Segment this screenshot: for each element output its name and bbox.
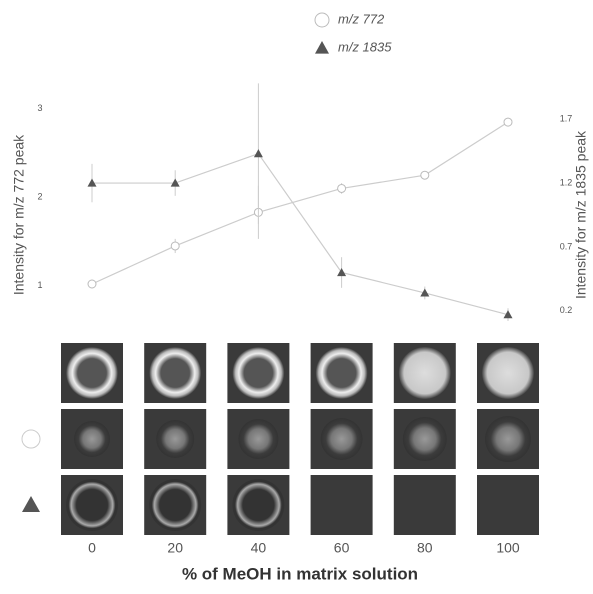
- image-grid: [61, 343, 539, 535]
- image-spot: [156, 420, 194, 458]
- y-tick-label: 3: [37, 103, 42, 113]
- x-tick-label: 20: [167, 540, 183, 556]
- data-point: [504, 118, 512, 126]
- image-spot: [149, 347, 201, 399]
- image-spot: [482, 347, 534, 399]
- x-tick-label: 0: [88, 540, 96, 556]
- image-tile: [311, 475, 373, 535]
- image-spot: [232, 347, 284, 399]
- row-marker: [22, 496, 40, 512]
- series-line: [92, 122, 508, 284]
- image-spot: [232, 479, 284, 531]
- data-point: [421, 171, 429, 179]
- y-tick-label: 1: [37, 280, 42, 290]
- image-spot: [149, 479, 201, 531]
- image-tile: [394, 475, 456, 535]
- series-line: [92, 154, 508, 315]
- image-spot: [403, 417, 447, 461]
- x-axis-title: % of MeOH in matrix solution: [182, 564, 418, 583]
- data-point: [254, 149, 263, 157]
- chart: % of MeOH in matrix solution Intensity f…: [0, 0, 593, 594]
- x-tick-label: 60: [334, 540, 350, 556]
- x-tick-label: 80: [417, 540, 433, 556]
- y2-tick-label: 0.2: [560, 305, 573, 315]
- y2-axis-title: Intensity for m/z 1835 peak: [573, 130, 589, 299]
- image-spot: [321, 418, 363, 460]
- y2-tick-label: 0.7: [560, 241, 573, 251]
- image-spot: [66, 347, 118, 399]
- row-marker: [22, 430, 40, 448]
- y2-tick-label: 1.2: [560, 177, 573, 187]
- image-spot: [238, 419, 278, 459]
- data-point: [338, 184, 346, 192]
- image-spot: [485, 416, 531, 462]
- data-point: [171, 242, 179, 250]
- data-point: [88, 280, 96, 288]
- legend-marker: [315, 13, 329, 27]
- legend-marker: [315, 41, 329, 54]
- image-tile: [477, 475, 539, 535]
- image-spot: [316, 347, 368, 399]
- legend-label: m/z 1835: [338, 39, 392, 54]
- data-point: [337, 268, 346, 276]
- image-spot: [74, 421, 110, 457]
- legend-label: m/z 772: [338, 11, 385, 26]
- image-spot: [399, 347, 451, 399]
- image-spot: [66, 479, 118, 531]
- x-tick-label: 40: [251, 540, 267, 556]
- y-tick-label: 2: [37, 192, 42, 202]
- y2-tick-label: 1.7: [560, 114, 573, 124]
- x-tick-label: 100: [496, 540, 520, 556]
- y-axis-title: Intensity for m/z 772 peak: [11, 134, 27, 295]
